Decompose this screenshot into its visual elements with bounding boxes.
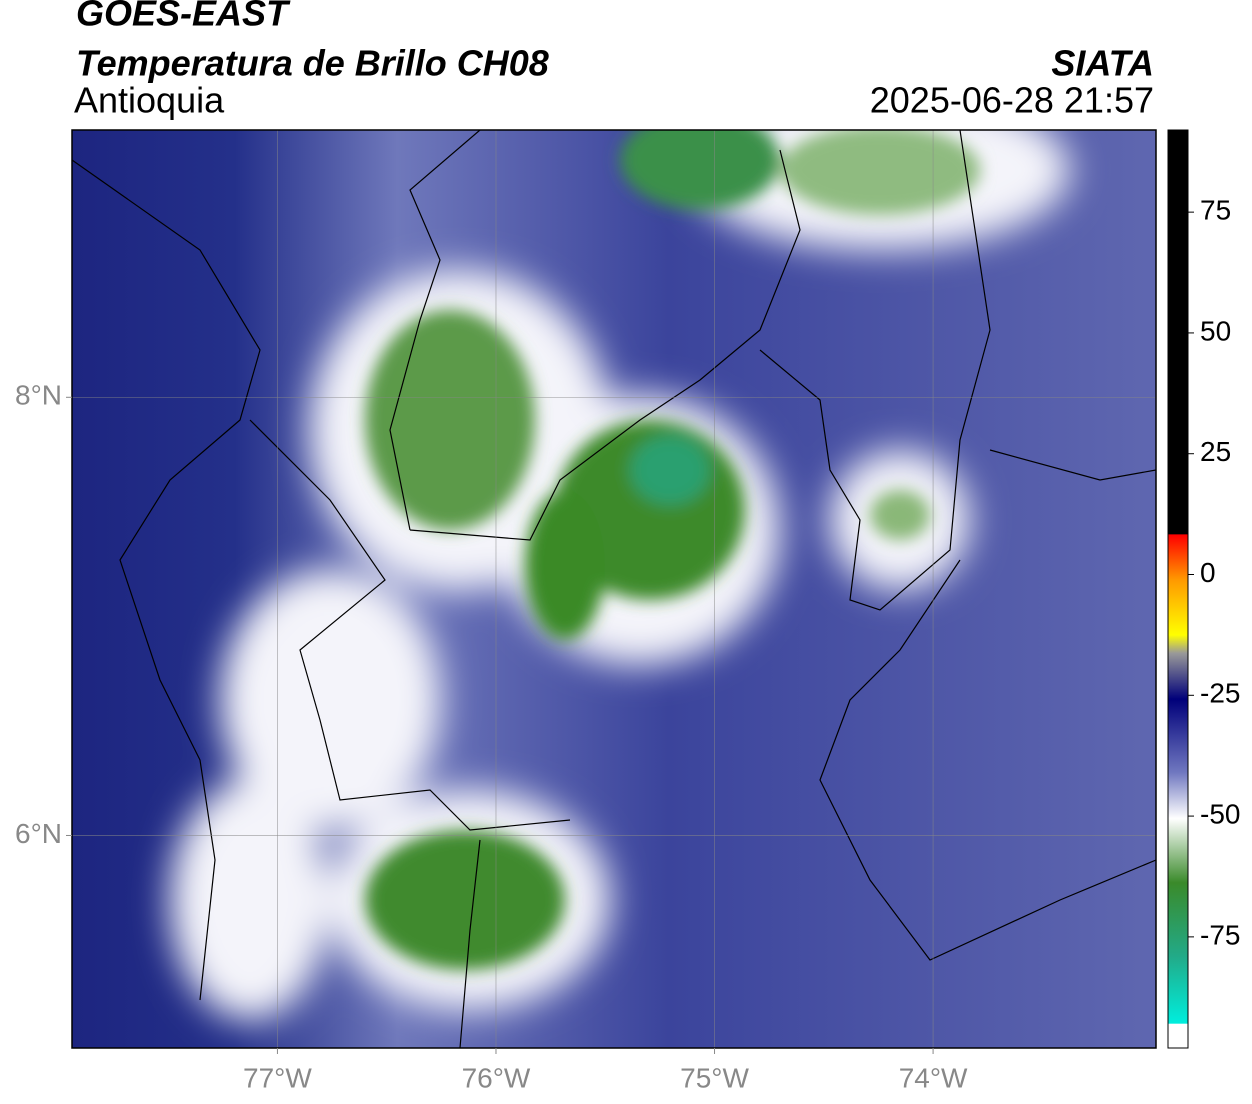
source: SIATA [1051, 43, 1154, 84]
satellite-image [72, 130, 1156, 1048]
title: GOES-EAST [76, 0, 291, 34]
colorbar-tick-label: -75 [1200, 919, 1240, 950]
map-frame [71, 129, 1157, 1049]
colorbar-tick-label: 75 [1200, 195, 1231, 226]
subtitle: Temperatura de Brillo CH08 [76, 43, 549, 84]
grid [72, 130, 1156, 1048]
y-tick-label: 6°N [15, 818, 62, 849]
colorbar-tick-label: 0 [1200, 557, 1216, 588]
datetime: 2025-06-28 21:57 [870, 80, 1154, 121]
region: Antioquia [74, 80, 225, 121]
colorbar-tick-label: 25 [1200, 436, 1231, 467]
colorbar-tick-label: 50 [1200, 315, 1231, 346]
colorbar [1167, 129, 1189, 1049]
x-tick-label: 75°W [680, 1062, 749, 1093]
colorbar-tick-label: -25 [1200, 678, 1240, 709]
x-tick-label: 74°W [899, 1062, 968, 1093]
x-tick-label: 76°W [462, 1062, 531, 1093]
x-tick-label: 77°W [243, 1062, 312, 1093]
colorbar-tick-label: -50 [1200, 798, 1240, 829]
y-tick-label: 8°N [15, 380, 62, 411]
